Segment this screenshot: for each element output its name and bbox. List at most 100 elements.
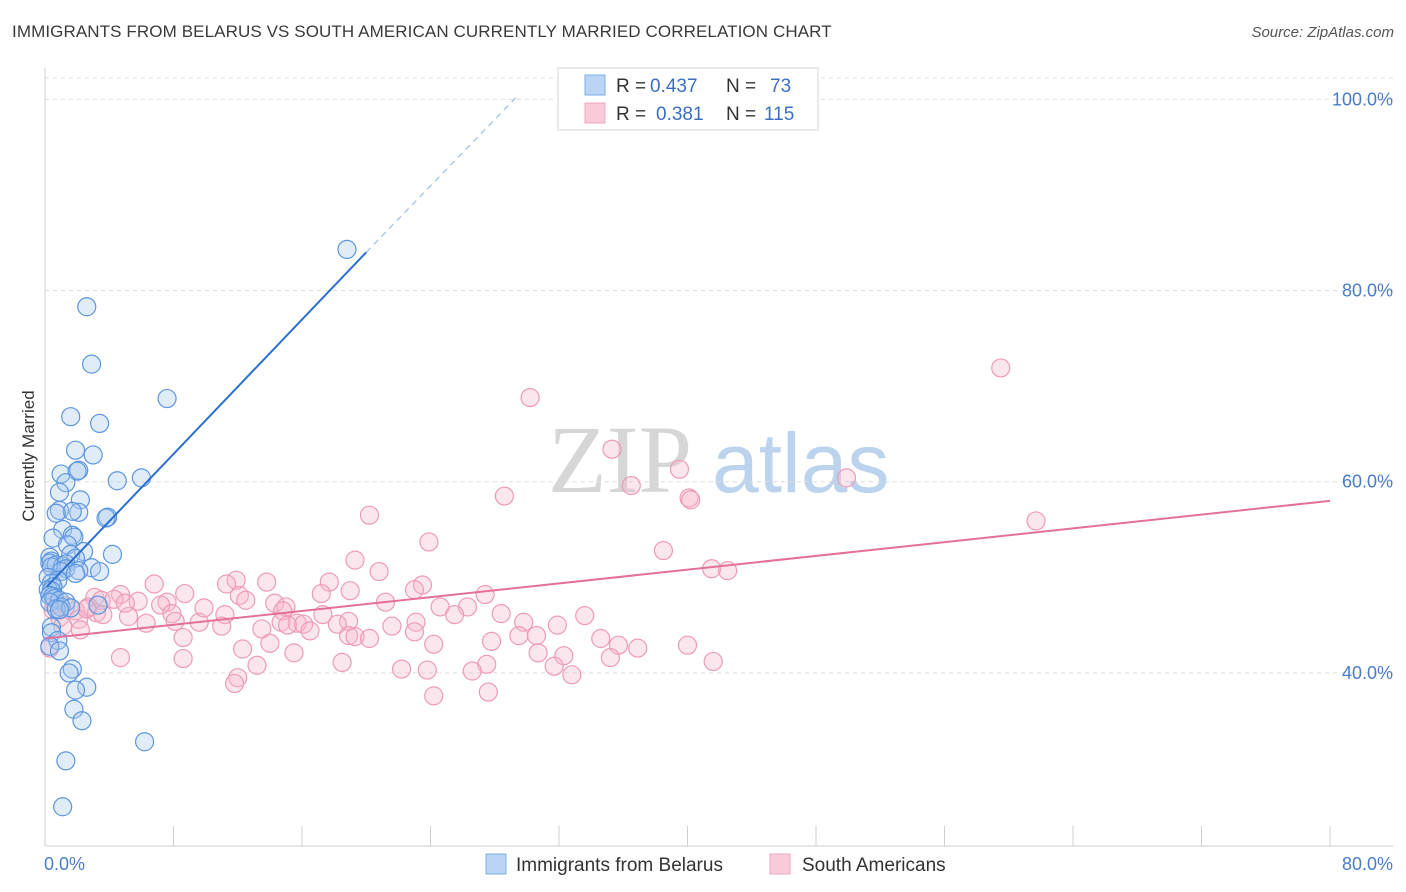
data-point: [359, 628, 380, 649]
data-point: [83, 445, 103, 465]
data-point: [59, 663, 79, 683]
data-point: [417, 660, 437, 680]
series-belarus: [38, 239, 357, 817]
legend-swatch-pink: [584, 102, 606, 124]
data-point: [332, 652, 352, 673]
data-point: [444, 605, 465, 625]
data-point: [56, 473, 76, 493]
data-point: [991, 358, 1011, 378]
data-point: [102, 544, 123, 564]
data-point: [677, 635, 698, 655]
data-point: [547, 615, 567, 635]
data-point: [621, 475, 641, 496]
data-point: [1026, 511, 1046, 531]
data-point: [528, 643, 548, 663]
data-point: [257, 572, 277, 592]
legend-n-value-pink: 115: [764, 104, 794, 125]
data-point: [509, 626, 529, 646]
data-point: [653, 540, 674, 561]
data-point: [53, 797, 73, 817]
data-point: [391, 659, 412, 679]
data-point: [65, 440, 86, 460]
data-point: [703, 651, 723, 672]
data-point: [224, 673, 245, 694]
data-point: [61, 407, 81, 427]
data-point: [462, 661, 482, 681]
legend-n-value-blue: 73: [770, 76, 791, 97]
data-point: [359, 505, 380, 525]
data-point: [491, 604, 511, 624]
data-point: [62, 501, 82, 521]
data-point: [591, 628, 611, 649]
bottom-legend-swatch-pink: [769, 853, 791, 875]
data-point: [81, 354, 102, 374]
trend-line-belarus: [45, 251, 367, 588]
data-point: [419, 532, 439, 552]
data-point: [65, 563, 86, 584]
data-point: [49, 600, 70, 620]
data-point: [131, 468, 151, 488]
bottom-legend-label-pink: South Americans: [802, 855, 946, 876]
data-point: [406, 612, 426, 632]
y-tick-label: 40.0%: [1342, 663, 1393, 683]
data-point: [338, 626, 359, 646]
x-ticks: [44, 826, 1331, 846]
y-tick-label: 100.0%: [1332, 89, 1393, 109]
x-tick-label-min: 0.0%: [44, 854, 85, 874]
data-point: [173, 648, 193, 669]
data-point: [247, 655, 267, 675]
data-point: [628, 638, 648, 658]
data-point: [175, 583, 195, 604]
data-point: [345, 550, 365, 570]
watermark-atlas: atlas: [712, 416, 889, 510]
data-point: [77, 677, 97, 697]
data-point: [110, 648, 131, 668]
legend-r-label-blue: R =: [616, 76, 646, 97]
data-point: [602, 439, 622, 459]
data-point: [544, 656, 564, 676]
stats-legend: R = 0.437 N = 73 R = 0.381 N = 115: [557, 67, 819, 131]
data-point: [836, 468, 857, 488]
data-point: [277, 615, 298, 635]
data-point: [236, 590, 256, 610]
legend-n-label-blue: N =: [726, 76, 756, 97]
data-point: [481, 631, 502, 651]
data-point: [228, 668, 248, 688]
data-point: [424, 634, 444, 654]
data-point: [319, 572, 339, 592]
data-point: [337, 239, 357, 260]
data-point: [46, 503, 66, 523]
data-point: [260, 633, 280, 653]
data-point: [65, 680, 86, 700]
data-point: [554, 646, 574, 666]
data-point: [526, 626, 547, 646]
data-point: [88, 595, 108, 615]
data-point: [136, 613, 156, 633]
data-point: [212, 616, 232, 636]
bottom-legend-label-blue: Immigrants from Belarus: [516, 855, 723, 876]
data-point: [56, 751, 76, 771]
trend-line-belarus-extension: [365, 94, 520, 253]
y-tick-label: 60.0%: [1342, 472, 1393, 492]
legend-r-value-pink: 0.381: [656, 104, 704, 125]
data-point: [669, 459, 690, 479]
x-tick-label-max: 80.0%: [1342, 854, 1393, 874]
data-point: [520, 387, 540, 408]
data-point: [69, 502, 89, 522]
data-point: [252, 619, 272, 639]
data-point: [284, 643, 304, 663]
data-point: [194, 598, 214, 618]
source-label: Source: ZipAtlas.com: [1251, 24, 1394, 41]
data-point: [226, 570, 246, 590]
series-south-americans: [40, 358, 1046, 706]
data-point: [98, 507, 118, 527]
data-point: [345, 626, 365, 647]
data-point: [107, 471, 127, 491]
data-point: [404, 580, 425, 600]
trend-lines: [44, 94, 1331, 640]
data-point: [232, 639, 253, 659]
data-point: [49, 641, 70, 661]
data-point: [600, 648, 621, 668]
data-point: [96, 508, 116, 528]
